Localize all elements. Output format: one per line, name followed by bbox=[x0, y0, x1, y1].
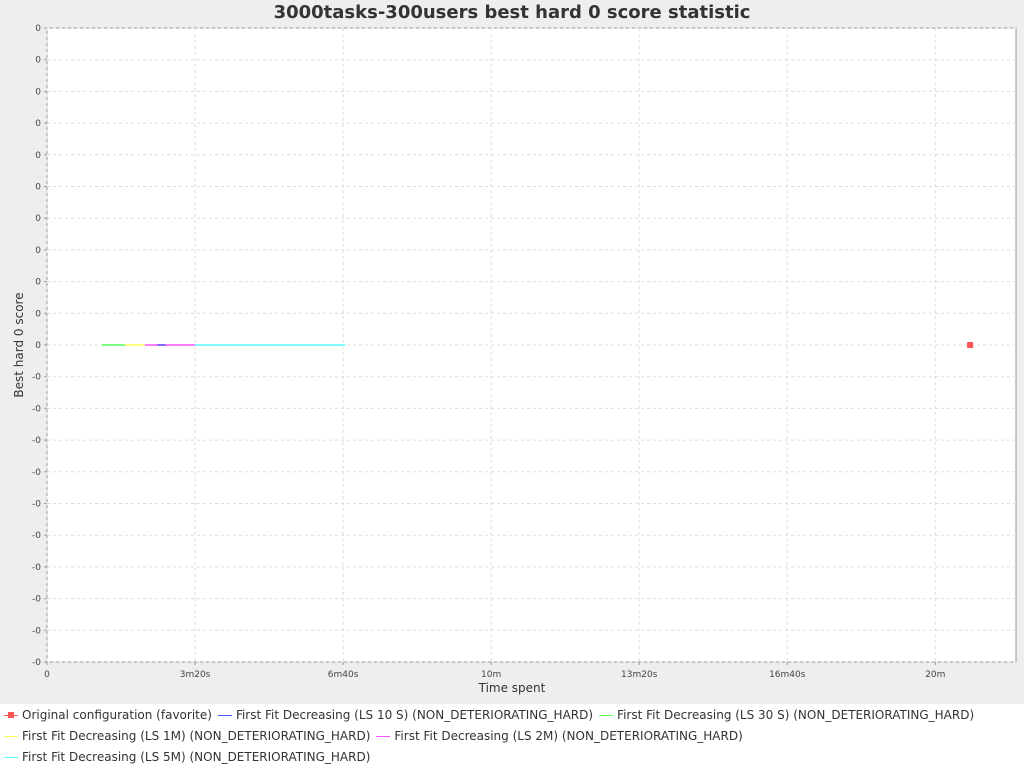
y-tick-label: 0 bbox=[35, 214, 41, 224]
legend-item: First Fit Decreasing (LS 2M) (NON_DETERI… bbox=[376, 725, 743, 746]
y-tick-label: -0 bbox=[32, 373, 41, 383]
legend-swatch bbox=[217, 710, 232, 720]
x-tick-label: 13m20s bbox=[621, 670, 658, 680]
y-tick-label: 0 bbox=[35, 24, 41, 34]
x-tick-label: 10m bbox=[481, 670, 501, 680]
legend-label: First Fit Decreasing (LS 10 S) (NON_DETE… bbox=[235, 707, 594, 722]
legend-label: First Fit Decreasing (LS 5M) (NON_DETERI… bbox=[22, 749, 371, 764]
legend-swatch bbox=[4, 752, 18, 762]
y-tick-label: -0 bbox=[32, 626, 41, 636]
x-axis-label: Time spent bbox=[478, 681, 546, 695]
legend-item: First Fit Decreasing (LS 5M) (NON_DETERI… bbox=[4, 746, 370, 767]
legend-label: First Fit Decreasing (LS 2M) (NON_DETERI… bbox=[394, 728, 743, 743]
y-tick-label: 0 bbox=[35, 309, 41, 319]
y-tick-label: 0 bbox=[35, 246, 41, 256]
legend-label: Original configuration (favorite) bbox=[22, 707, 212, 722]
legend-swatch bbox=[4, 731, 18, 741]
y-tick-label: 0 bbox=[35, 119, 41, 129]
y-tick-label: -0 bbox=[32, 404, 41, 414]
y-tick-label: -0 bbox=[32, 468, 41, 478]
y-tick-label: 0 bbox=[35, 151, 41, 161]
legend-swatch bbox=[376, 731, 391, 741]
x-tick-label: 3m20s bbox=[180, 670, 211, 680]
y-tick-label: 0 bbox=[35, 56, 41, 66]
x-tick-label: 20m bbox=[925, 670, 945, 680]
y-tick-label: 0 bbox=[35, 87, 41, 97]
y-tick-label: -0 bbox=[32, 436, 41, 446]
chart: 3000tasks-300users best hard 0 score sta… bbox=[12, 2, 1017, 695]
y-tick-label: -0 bbox=[32, 658, 41, 668]
y-tick-label: 0 bbox=[35, 341, 41, 351]
y-tick-label: -0 bbox=[32, 595, 41, 605]
chart-title: 3000tasks-300users best hard 0 score sta… bbox=[274, 2, 751, 23]
x-tick-label: 0 bbox=[44, 670, 50, 680]
y-axis-label: Best hard 0 score bbox=[12, 292, 26, 397]
legend-item: First Fit Decreasing (LS 30 S) (NON_DETE… bbox=[599, 704, 974, 725]
legend-swatch bbox=[599, 710, 614, 720]
legend-item: First Fit Decreasing (LS 1M) (NON_DETERI… bbox=[4, 725, 370, 746]
x-tick-label: 16m40s bbox=[769, 670, 806, 680]
legend: Original configuration (favorite) First F… bbox=[0, 704, 1024, 768]
y-tick-label: -0 bbox=[32, 563, 41, 573]
legend-label: First Fit Decreasing (LS 1M) (NON_DETERI… bbox=[22, 728, 371, 743]
y-tick-label: -0 bbox=[32, 531, 41, 541]
legend-label: First Fit Decreasing (LS 30 S) (NON_DETE… bbox=[617, 707, 975, 722]
legend-item: Original configuration (favorite) bbox=[4, 704, 212, 725]
legend-swatch bbox=[4, 710, 18, 720]
data-point bbox=[967, 342, 974, 348]
x-tick-label: 6m40s bbox=[328, 670, 359, 680]
y-tick-label: 0 bbox=[35, 183, 41, 193]
y-tick-label: -0 bbox=[32, 500, 41, 510]
legend-item: First Fit Decreasing (LS 10 S) (NON_DETE… bbox=[217, 704, 594, 725]
y-tick-label: 0 bbox=[35, 278, 41, 288]
